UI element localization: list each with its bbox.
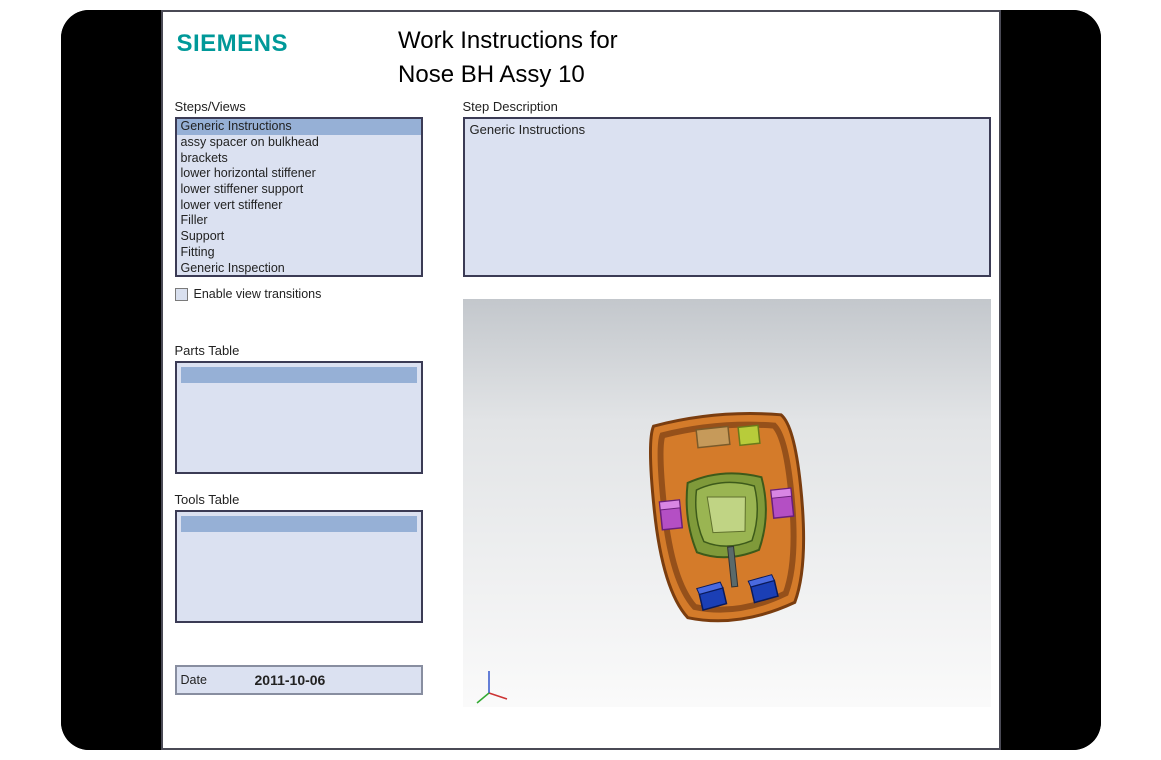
step-item[interactable]: lower horizontal stiffener: [177, 166, 421, 182]
cad-viewer[interactable]: [463, 299, 991, 707]
video-player-frame: SIEMENS Work Instructions for Nose BH As…: [61, 10, 1101, 750]
page-title: Work Instructions for Nose BH Assy 10: [398, 24, 618, 91]
siemens-logo: SIEMENS: [177, 30, 289, 58]
date-value: 2011-10-06: [255, 672, 326, 688]
steps-views-list[interactable]: Generic Instructionsassy spacer on bulkh…: [175, 117, 423, 277]
step-item[interactable]: assy spacer on bulkhead: [177, 135, 421, 151]
step-description-label: Step Description: [463, 99, 991, 114]
date-field: Date 2011-10-06: [175, 665, 423, 695]
work-instruction-document: SIEMENS Work Instructions for Nose BH As…: [161, 10, 1001, 750]
step-description-panel: Generic Instructions: [463, 117, 991, 277]
step-item[interactable]: Filler: [177, 213, 421, 229]
step-item[interactable]: Fitting: [177, 245, 421, 261]
parts-table-header: [181, 367, 417, 383]
enable-view-transitions-label: Enable view transitions: [194, 287, 322, 301]
step-item[interactable]: Support: [177, 229, 421, 245]
steps-views-label: Steps/Views: [175, 99, 423, 114]
step-item[interactable]: lower vert stiffener: [177, 198, 421, 214]
date-label: Date: [177, 673, 255, 687]
tools-table-header: [181, 516, 417, 532]
title-line-2: Nose BH Assy 10: [398, 58, 618, 92]
title-line-1: Work Instructions for: [398, 24, 618, 58]
step-item[interactable]: Generic Instructions: [177, 119, 421, 135]
tools-table-label: Tools Table: [175, 492, 423, 507]
step-item[interactable]: brackets: [177, 151, 421, 167]
enable-view-transitions-checkbox[interactable]: [175, 288, 188, 301]
parts-table-label: Parts Table: [175, 343, 423, 358]
parts-table[interactable]: [175, 361, 423, 474]
cad-model-svg: [463, 299, 991, 707]
step-item[interactable]: Generic Inspection: [177, 261, 421, 277]
tools-table[interactable]: [175, 510, 423, 623]
step-item[interactable]: lower stiffener support: [177, 182, 421, 198]
step-description-text: Generic Instructions: [470, 122, 586, 137]
